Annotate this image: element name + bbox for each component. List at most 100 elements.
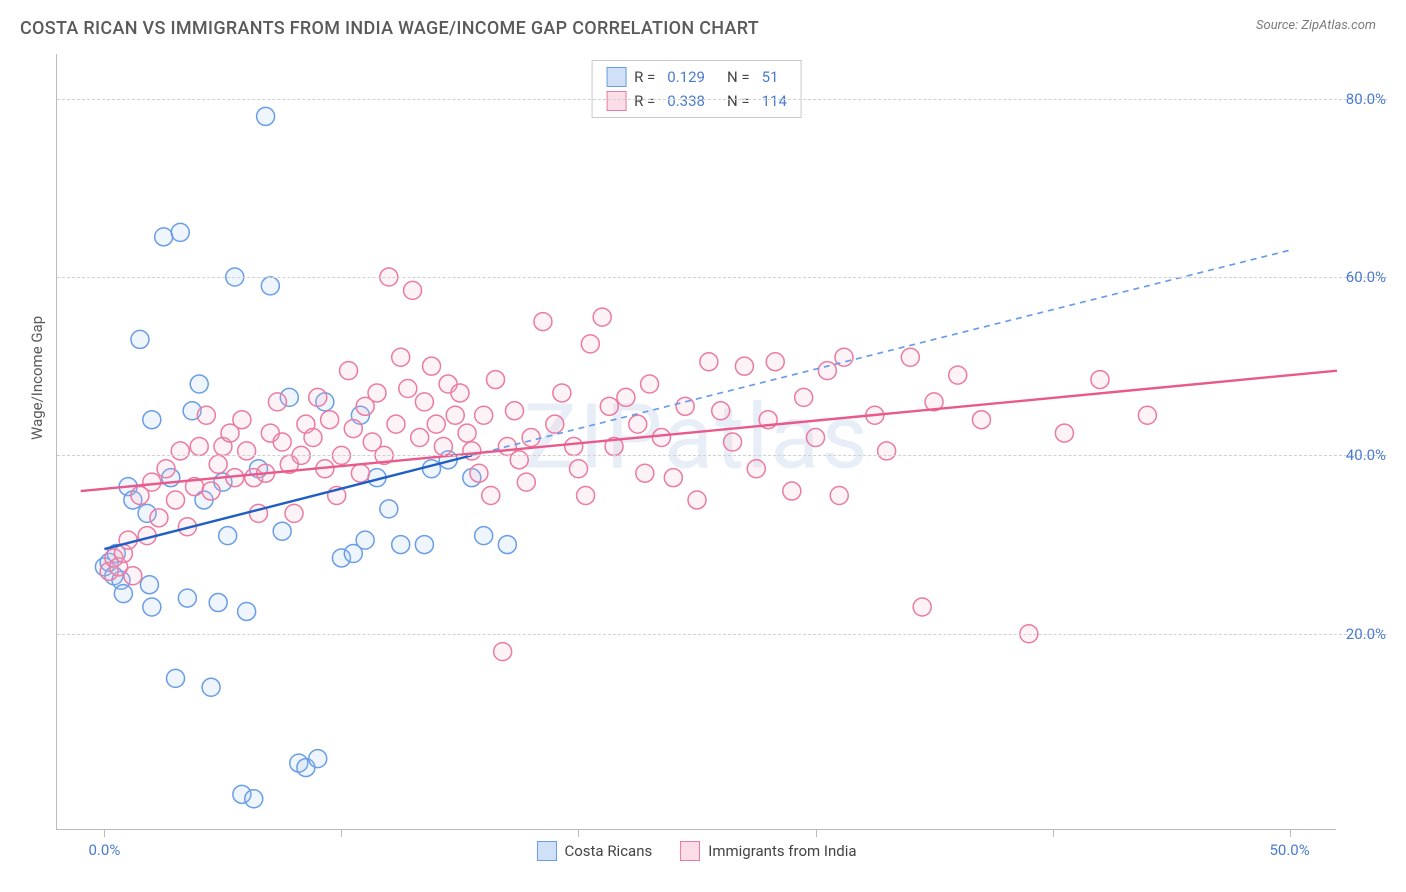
scatter-point <box>522 429 540 447</box>
scatter-point <box>257 107 275 125</box>
scatter-point <box>351 464 369 482</box>
scatter-point <box>245 790 263 808</box>
scatter-point <box>688 491 706 509</box>
scatter-point <box>676 397 694 415</box>
scatter-point <box>238 442 256 460</box>
scatter-point <box>652 429 670 447</box>
scatter-point <box>119 531 137 549</box>
legend-swatch <box>680 841 700 861</box>
scatter-point <box>498 536 516 554</box>
scatter-point <box>475 527 493 545</box>
scatter-point <box>505 402 523 420</box>
legend-n-value: 114 <box>762 92 787 110</box>
scatter-point <box>285 504 303 522</box>
gridline-horizontal <box>57 99 1387 100</box>
scatter-point <box>949 366 967 384</box>
scatter-point <box>268 393 286 411</box>
scatter-point <box>167 669 185 687</box>
scatter-point <box>155 228 173 246</box>
x-tick <box>1290 829 1291 837</box>
scatter-point <box>423 357 441 375</box>
scatter-point <box>546 415 564 433</box>
header: COSTA RICAN VS IMMIGRANTS FROM INDIA WAG… <box>0 0 1406 45</box>
scatter-point <box>309 388 327 406</box>
scatter-point <box>423 460 441 478</box>
x-tick-label: 0.0% <box>89 841 121 859</box>
scatter-point <box>724 433 742 451</box>
scatter-point <box>553 384 571 402</box>
scatter-point <box>197 406 215 424</box>
scatter-point <box>517 473 535 491</box>
legend-r-label: R = <box>634 92 655 110</box>
scatter-point <box>878 442 896 460</box>
y-tick-label: 40.0% <box>1326 446 1386 464</box>
source-label: Source: ZipAtlas.com <box>1256 18 1376 33</box>
scatter-point <box>913 598 931 616</box>
scatter-point <box>368 384 386 402</box>
legend-label: Immigrants from India <box>708 842 856 860</box>
scatter-point <box>664 469 682 487</box>
plot-wrapper: ZIPatlas R =0.129N =51R =0.338N =114 Cos… <box>56 54 1386 830</box>
x-tick <box>104 829 105 837</box>
legend-stats: R =0.129N =51R =0.338N =114 <box>591 60 802 118</box>
scatter-point <box>178 589 196 607</box>
scatter-point <box>392 536 410 554</box>
scatter-point <box>446 406 464 424</box>
scatter-point <box>399 379 417 397</box>
scatter-point <box>510 451 528 469</box>
scatter-point <box>735 357 753 375</box>
scatter-point <box>392 348 410 366</box>
legend-r-value: 0.129 <box>667 68 705 86</box>
x-tick <box>341 829 342 837</box>
scatter-point <box>569 460 587 478</box>
chart-container: COSTA RICAN VS IMMIGRANTS FROM INDIA WAG… <box>0 0 1406 892</box>
scatter-point <box>494 643 512 661</box>
scatter-point <box>593 308 611 326</box>
scatter-point <box>901 348 919 366</box>
scatter-point <box>581 335 599 353</box>
scatter-point <box>387 415 405 433</box>
scatter-point <box>636 464 654 482</box>
scatter-point <box>629 415 647 433</box>
scatter-point <box>233 411 251 429</box>
scatter-point <box>475 406 493 424</box>
scatter-point <box>451 384 469 402</box>
scatter-point <box>380 500 398 518</box>
scatter-point <box>972 411 990 429</box>
legend-r-label: R = <box>634 68 655 86</box>
legend-n-label: N = <box>727 68 750 86</box>
y-tick-label: 80.0% <box>1326 90 1386 108</box>
scatter-point <box>344 420 362 438</box>
scatter-point <box>577 487 595 505</box>
scatter-point <box>830 487 848 505</box>
scatter-point <box>190 375 208 393</box>
scatter-point <box>1138 406 1156 424</box>
y-tick-label: 60.0% <box>1326 268 1386 286</box>
scatter-point <box>783 482 801 500</box>
legend-item: Immigrants from India <box>680 841 856 861</box>
scatter-point <box>202 482 220 500</box>
y-tick-label: 20.0% <box>1326 625 1386 643</box>
scatter-point <box>427 415 445 433</box>
scatter-point <box>1055 424 1073 442</box>
scatter-point <box>434 437 452 455</box>
scatter-point <box>487 371 505 389</box>
scatter-point <box>795 388 813 406</box>
scatter-point <box>534 313 552 331</box>
chart-title: COSTA RICAN VS IMMIGRANTS FROM INDIA WAG… <box>20 18 759 39</box>
scatter-point <box>321 411 339 429</box>
scatter-point <box>171 442 189 460</box>
scatter-point <box>209 455 227 473</box>
scatter-point <box>219 527 237 545</box>
gridline-horizontal <box>57 455 1387 456</box>
scatter-point <box>114 585 132 603</box>
scatter-point <box>482 487 500 505</box>
scatter-point <box>818 362 836 380</box>
x-tick <box>578 829 579 837</box>
legend-item: Costa Ricans <box>536 841 652 861</box>
scatter-point <box>190 437 208 455</box>
scatter-point <box>167 491 185 509</box>
scatter-point <box>617 388 635 406</box>
scatter-point <box>747 460 765 478</box>
x-tick-label: 50.0% <box>1269 841 1309 859</box>
